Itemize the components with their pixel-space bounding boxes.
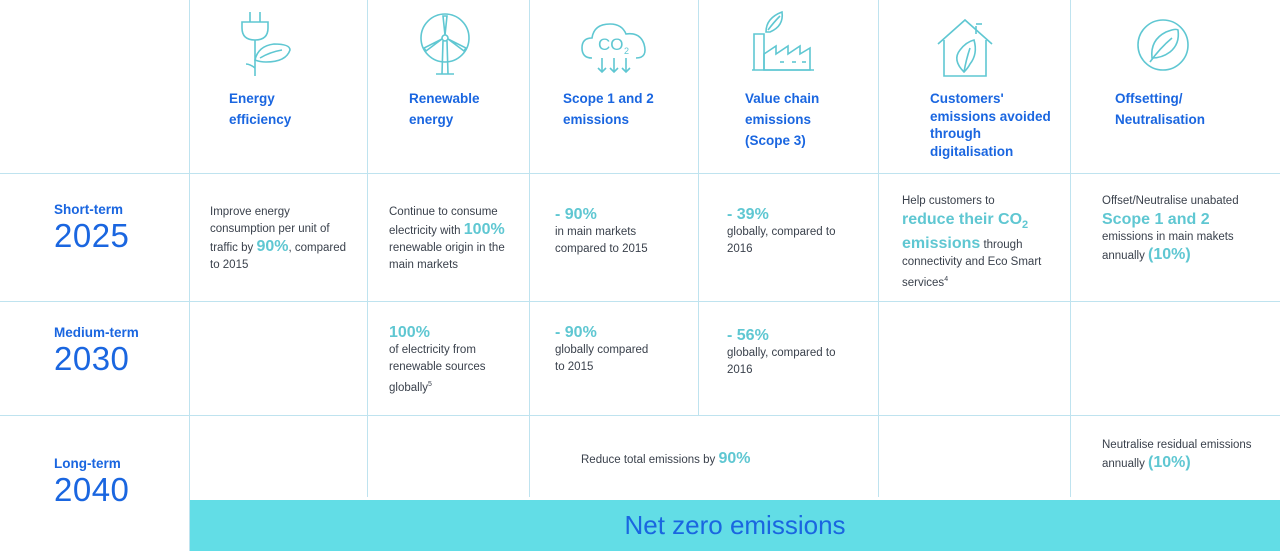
column-header-offsetting: Offsetting/Neutralisation (1115, 91, 1206, 127)
wind-turbine-icon (414, 10, 476, 76)
long-offsetting-cell: Neutralise residual emissions annually (… (1102, 439, 1252, 471)
leaf-circle-icon (1136, 18, 1190, 72)
grid-line (529, 0, 530, 497)
short-scope12-cell: - 90% in main markets compared to 2015 (555, 206, 648, 255)
grid-line (0, 173, 1280, 174)
grid-line (1070, 0, 1071, 497)
short-renewable-cell: Continue to consume electricity with 100… (389, 206, 505, 271)
grid-line (367, 0, 368, 497)
long-total-emissions-cell: Reduce total emissions by 90% (581, 450, 751, 467)
grid-line (0, 301, 1280, 302)
medium-scope12-cell: - 90% globally compared to 2015 (555, 324, 649, 373)
column-header-customers-emissions: Customers' emissions avoided through digita… (930, 91, 1051, 159)
short-energy-efficiency-cell: Improve energy consumption per unit of t… (210, 206, 347, 271)
net-zero-banner: Net zero emissions (190, 500, 1280, 551)
medium-value-chain-cell: - 56% globally, compared to 2016 (727, 327, 836, 376)
column-header-scope-1-2: Scope 1 and 2 emissions (563, 91, 654, 127)
grid-line (878, 0, 879, 497)
column-header-energy-efficiency: Energy efficiency (229, 91, 292, 127)
medium-renewable-cell: 100% of electricity from renewable sourc… (389, 324, 486, 394)
grid-line (698, 0, 699, 415)
row-label-medium-term: Medium-term 2030 (54, 325, 139, 377)
plug-leaf-icon (236, 10, 296, 78)
short-offsetting-cell: Offset/Neutralise unabated Scope 1 and 2… (1102, 195, 1239, 263)
house-leaf-icon (936, 16, 994, 78)
grid-line (189, 0, 190, 551)
factory-leaf-icon (752, 10, 814, 72)
column-header-renewable-energy: Renewable energy (409, 91, 480, 127)
row-label-short-term: Short-term 2025 (54, 202, 130, 254)
co2-subscript: 2 (624, 46, 629, 56)
row-label-long-term: Long-term 2040 (54, 456, 130, 508)
co2-cloud-icon: CO 2 (578, 18, 650, 76)
short-value-chain-cell: - 39% globally, compared to 2016 (727, 206, 836, 255)
column-header-value-chain: Value chain emissions (Scope 3) (745, 91, 820, 148)
grid-line (0, 415, 1280, 416)
short-customers-cell: Help customers to reduce their CO2 emiss… (902, 195, 1042, 290)
co2-text: CO (598, 35, 624, 54)
